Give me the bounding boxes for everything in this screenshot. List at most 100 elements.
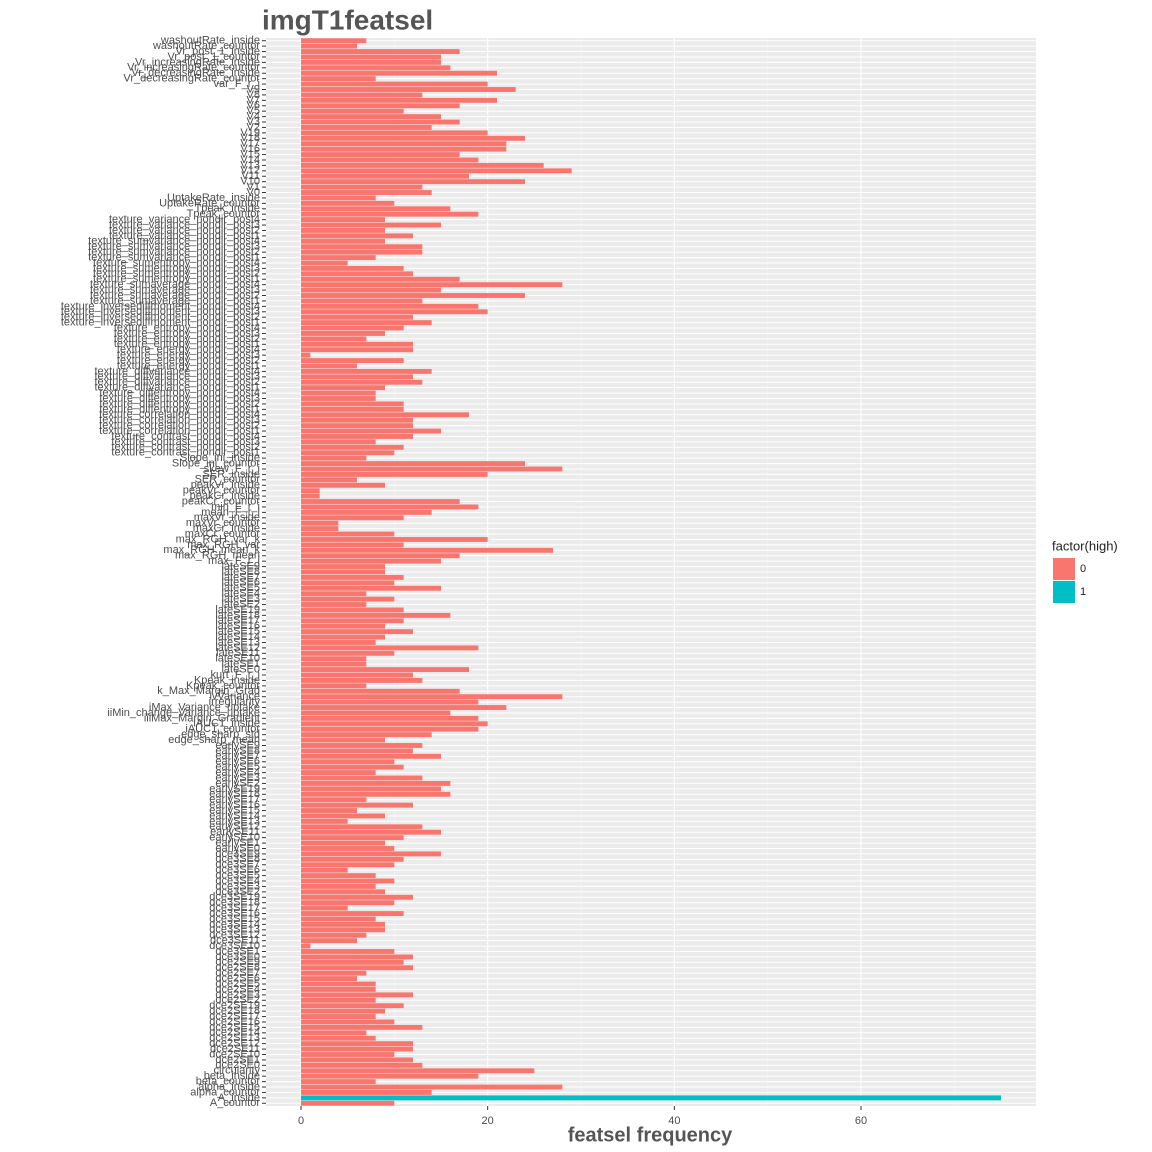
y-tick-label: texture_sumvariance_nondir_post4 [88, 235, 260, 247]
bar [301, 867, 348, 873]
y-tick-label: lateSE14 [215, 631, 260, 643]
bar [301, 873, 376, 879]
y-tick-label: texture_diffentropy_nondir_post4 [99, 387, 260, 399]
bar [301, 162, 544, 168]
y-tick-label: dce2SE19 [209, 1000, 260, 1012]
bar [301, 482, 385, 488]
bar [301, 949, 395, 954]
bar [301, 244, 423, 250]
bar [301, 108, 404, 114]
bar [301, 190, 432, 195]
y-tick-label: dce3SE12 [209, 929, 260, 941]
bar [301, 211, 479, 217]
chart-title: imgT1featsel [262, 4, 433, 35]
y-tick-label: alpha_countor [190, 1086, 260, 1098]
y-tick-label: Slope_ini_countor [172, 457, 260, 469]
bar [301, 396, 376, 401]
bar [301, 987, 376, 992]
y-tick-label: SER_inside [203, 468, 260, 480]
y-tick-label: lateSE8 [221, 566, 260, 578]
y-tick-label: dce2SE12 [209, 1038, 260, 1050]
y-tick-label: skew_F_r_i [204, 463, 260, 475]
bar [301, 228, 385, 233]
y-tick-label: V19 [240, 127, 260, 139]
y-tick-label: iiiMax_Margin_Gradient [144, 712, 260, 724]
y-tick-label: lateSE18 [215, 609, 260, 621]
bar [301, 265, 404, 271]
bar [301, 314, 413, 320]
y-tick-label: texture_variance_nondir_post4 [109, 214, 260, 226]
bar [301, 900, 395, 906]
bar [301, 1041, 413, 1047]
y-tick-label: Vr_decreasingRate_inside [131, 67, 260, 79]
y-tick-label: earlySE14 [209, 810, 260, 822]
y-tick-label: lateSE5 [221, 582, 260, 594]
y-tick-label: max_RGH_var [187, 539, 260, 551]
y-tick-label: lateSE17 [215, 615, 260, 627]
bar [301, 255, 376, 261]
bar [301, 683, 367, 689]
bar [301, 434, 413, 439]
bar [301, 862, 395, 868]
y-tick-label: dce3SE11 [210, 935, 260, 947]
legend-label: 0 [1080, 563, 1086, 575]
y-tick-label: earlySE17 [209, 794, 260, 806]
y-tick-label: texture_contrast_nondir_post2 [111, 441, 260, 453]
bar [301, 911, 404, 916]
y-tick-label: texture_sumvariance_nondir_post3 [88, 241, 260, 253]
y-tick-label: min_F_r_i [211, 501, 260, 513]
bar [301, 927, 385, 933]
y-tick-label: edge_sharp_mean [168, 734, 260, 746]
bar [301, 878, 395, 884]
bar [301, 504, 479, 510]
y-tick-label: lateSE7 [221, 571, 260, 583]
bar [301, 1035, 376, 1041]
y-tick-label: V5 [247, 105, 260, 117]
y-tick-label: texture_contrast_nondir_post4 [111, 430, 260, 442]
y-tick-label: dce2SE10 [209, 1048, 260, 1060]
y-tick-label: dce2SE9 [215, 956, 260, 968]
bar [301, 780, 451, 786]
bar [301, 157, 479, 163]
bar [301, 1084, 563, 1090]
bar [301, 526, 339, 532]
y-tick-label: texture_sumentropy_nondir_post3 [93, 262, 260, 274]
bar [301, 455, 367, 461]
y-tick-label: texture_variance_nondir_post3 [109, 219, 260, 231]
bar [301, 417, 413, 423]
legend-key [1053, 581, 1075, 603]
bar [301, 293, 525, 298]
bar [301, 558, 441, 564]
bar [301, 499, 460, 504]
bar [301, 509, 432, 515]
bar [301, 65, 451, 71]
y-tick-label: peakVr_inside [191, 479, 260, 491]
y-tick-label: texture_diffvariance_nondir_post3 [94, 371, 260, 383]
y-tick-label: dce2SE2 [215, 994, 260, 1006]
bar [301, 791, 451, 797]
y-tick-label: washoutRate_inside [160, 35, 260, 47]
y-tick-label: beta_inside [204, 1070, 260, 1082]
bar [301, 217, 385, 223]
y-tick-label: dce3SE6 [215, 864, 260, 876]
y-tick-label: earlySE7 [215, 750, 260, 762]
bar [301, 363, 357, 369]
bar [301, 76, 376, 82]
bar [301, 965, 413, 971]
y-tick-label: max_RGH_mean [175, 550, 260, 562]
bar [301, 450, 395, 456]
bar [301, 1030, 367, 1036]
bar [301, 1062, 423, 1068]
bar [301, 553, 460, 559]
y-tick-label: kurt_F_r_i [210, 669, 260, 681]
y-tick-label: V3 [247, 116, 260, 128]
y-tick-label: dce3SE0 [215, 951, 260, 963]
y-tick-label: dce3SE10 [209, 940, 260, 952]
bar [301, 932, 367, 938]
y-tick-label: SER_countor [195, 474, 261, 486]
bar [301, 607, 404, 613]
bar [301, 493, 320, 499]
y-tick-label: Tpeak_countor [187, 208, 261, 220]
y-tick-label: dce3SE1 [215, 945, 260, 957]
y-tick-label: lateSE9 [221, 560, 260, 572]
